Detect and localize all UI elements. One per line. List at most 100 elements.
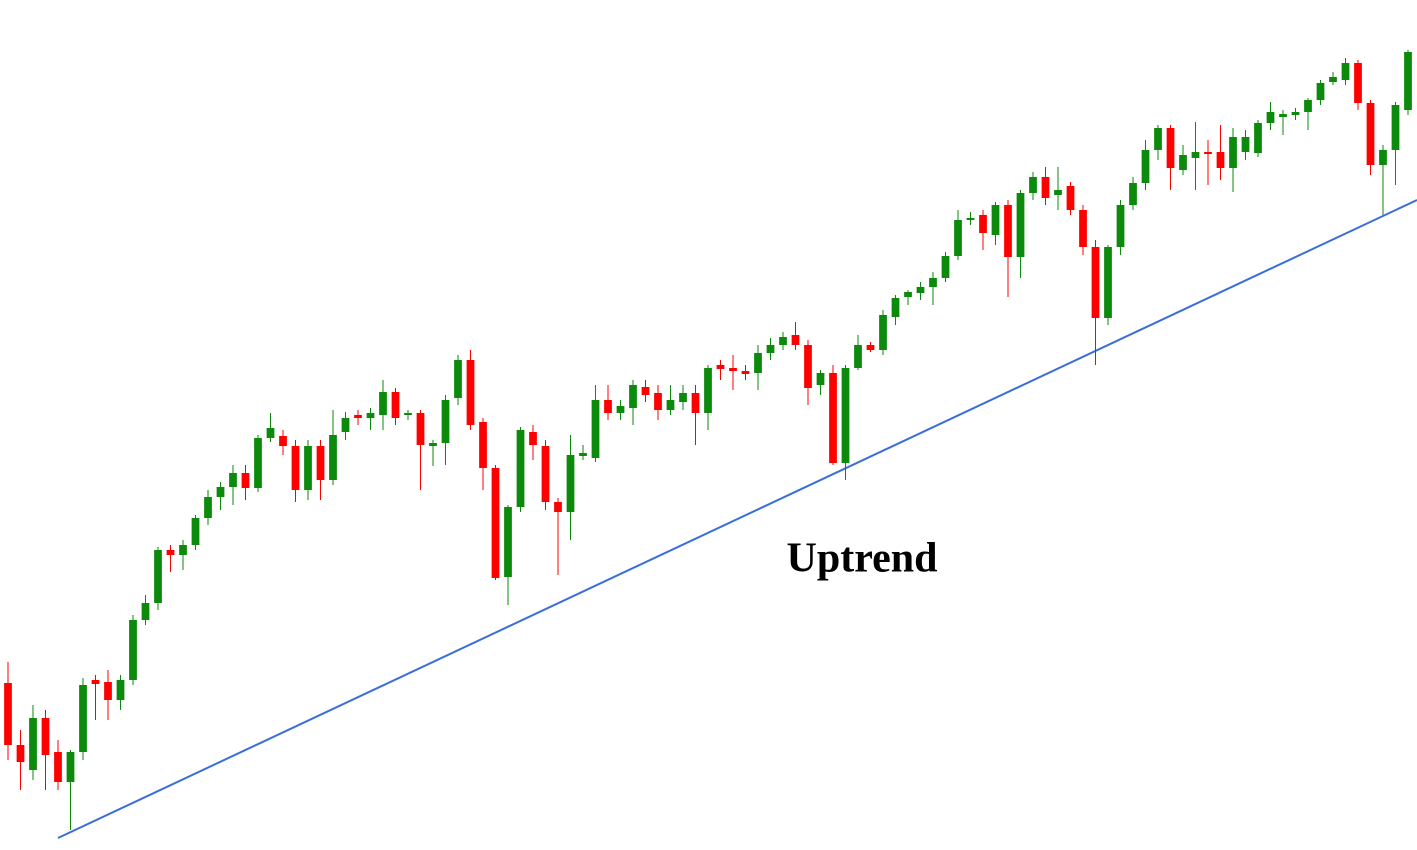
- candle-body: [179, 545, 187, 555]
- candle-body: [1204, 152, 1212, 154]
- candle-body: [41, 718, 50, 755]
- candle-body: [316, 446, 325, 480]
- candle-body: [541, 446, 550, 502]
- candle-body: [191, 518, 200, 545]
- candle-body: [1016, 193, 1025, 257]
- candle-body: [104, 682, 112, 700]
- candle-body: [16, 745, 25, 762]
- candle-body: [54, 752, 62, 782]
- candle-body: [1054, 190, 1062, 195]
- candle-body: [241, 473, 250, 488]
- candle-body: [929, 278, 937, 287]
- candle-body: [1216, 152, 1225, 168]
- candle-body: [391, 392, 400, 418]
- candle-body: [1379, 150, 1387, 165]
- candle-body: [329, 435, 337, 480]
- candle-body: [279, 436, 287, 446]
- candle-body: [1141, 150, 1150, 183]
- candle-body: [379, 392, 387, 415]
- candle-body: [916, 287, 925, 293]
- candle-body: [1254, 123, 1262, 153]
- candle-body: [891, 298, 900, 317]
- annotation: Uptrend: [787, 536, 938, 582]
- candle-body: [741, 371, 750, 374]
- candle-body: [1066, 186, 1075, 210]
- candle-body: [1329, 77, 1337, 82]
- candle-body: [1004, 205, 1012, 257]
- candle-body: [1191, 152, 1200, 158]
- candle-body: [291, 446, 300, 490]
- candle-body: [579, 453, 587, 456]
- candle-body: [904, 292, 912, 297]
- candle-body: [1304, 100, 1312, 112]
- candle-body: [1179, 155, 1187, 170]
- candle-body: [166, 550, 175, 555]
- candle-body: [1129, 183, 1137, 205]
- candle-body: [1166, 128, 1175, 168]
- candle-body: [554, 502, 562, 512]
- candle-body: [91, 680, 100, 684]
- candle-body: [1391, 105, 1400, 150]
- candle-body: [641, 387, 650, 395]
- candle-body: [616, 406, 625, 413]
- candle-body: [141, 603, 150, 620]
- candle-body: [954, 220, 962, 256]
- candle-body: [516, 430, 525, 507]
- candle-body: [529, 432, 537, 445]
- candle-body: [679, 393, 687, 402]
- candle-body: [491, 468, 500, 578]
- candle-body: [816, 373, 825, 385]
- candle-body: [66, 752, 75, 782]
- candle-body: [704, 368, 712, 413]
- candle-body: [1079, 210, 1087, 247]
- candle-body: [1116, 205, 1125, 247]
- candle-body: [1104, 247, 1112, 318]
- candle-body: [566, 455, 575, 512]
- candle-body: [1279, 114, 1287, 117]
- candle-body: [354, 415, 362, 418]
- candle-body: [416, 413, 425, 445]
- candle-body: [504, 507, 512, 577]
- candle-body: [1341, 63, 1350, 80]
- candle-body: [1029, 177, 1037, 193]
- candle-body: [1229, 137, 1237, 168]
- candle-body: [991, 205, 1000, 235]
- candle-body: [154, 550, 162, 603]
- candle-body: [591, 400, 600, 458]
- candle-body: [754, 353, 762, 373]
- candle-body: [466, 360, 475, 425]
- candle-body: [204, 497, 212, 518]
- candle-body: [766, 345, 775, 353]
- candle-body: [4, 683, 12, 745]
- candle-body: [879, 315, 887, 350]
- candle-body: [691, 393, 700, 413]
- candle-body: [366, 413, 375, 418]
- candle-body: [866, 345, 875, 350]
- candle-body: [829, 373, 837, 463]
- candle-body: [779, 337, 787, 345]
- candle-body: [129, 620, 137, 680]
- candle-body: [791, 335, 800, 345]
- candle-body: [29, 718, 37, 770]
- candle-body: [404, 413, 412, 415]
- candle-body: [604, 400, 612, 413]
- candle-body: [229, 473, 237, 487]
- candle-body: [729, 368, 737, 371]
- candle-body: [441, 400, 450, 443]
- trendline: [57, 199, 1417, 839]
- candle-body: [479, 422, 487, 468]
- candle-body: [116, 680, 125, 700]
- candle-body: [979, 215, 987, 233]
- candle-body: [1316, 83, 1325, 100]
- candle-body: [1041, 177, 1050, 198]
- candle-body: [654, 393, 662, 410]
- candle-body: [254, 438, 262, 488]
- candle-body: [716, 365, 725, 369]
- candle-body: [1291, 112, 1300, 115]
- candle-body: [341, 418, 350, 432]
- candle-body: [429, 443, 437, 446]
- candle-body: [854, 345, 862, 368]
- candle-body: [1091, 247, 1100, 318]
- candle-body: [966, 218, 975, 220]
